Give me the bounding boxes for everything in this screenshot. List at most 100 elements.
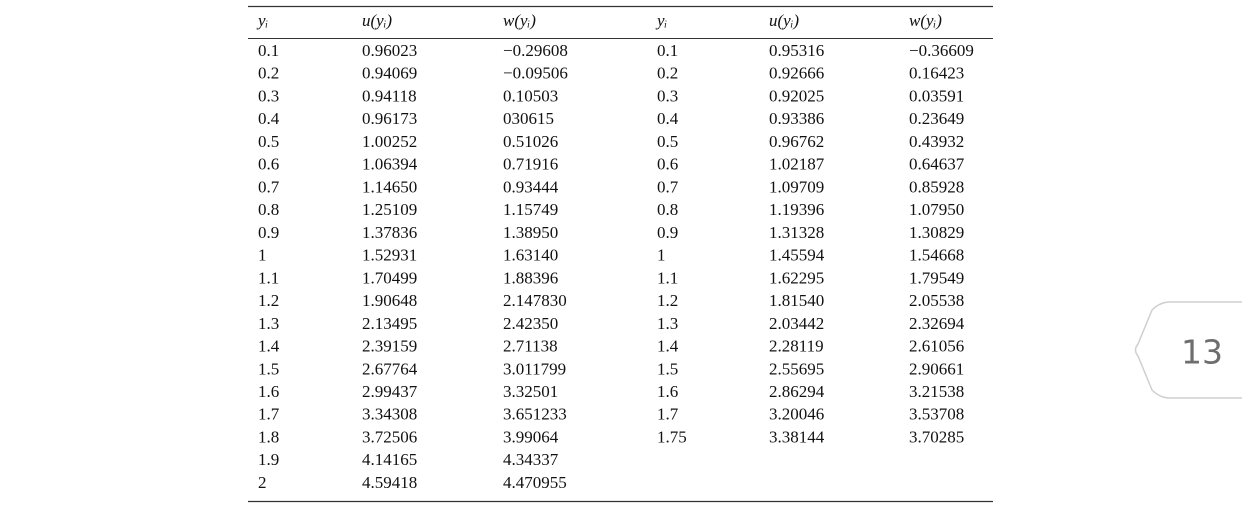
table-cell: 0.94069 (362, 64, 417, 83)
table-cell: 0.23649 (909, 109, 964, 128)
table-cell: 2 (258, 473, 267, 492)
table-cell: 0.7 (258, 177, 280, 196)
table-cell: 1 (657, 246, 666, 265)
table-cell: 3.651233 (503, 405, 567, 424)
table-cell: 1.30829 (909, 223, 964, 242)
column-header: yᵢ (655, 11, 667, 30)
table-cell: 1.7 (657, 405, 679, 424)
table-cell: 0.93386 (769, 109, 824, 128)
table-cell: 3.72506 (362, 427, 417, 446)
table-cell: 1.7 (258, 405, 280, 424)
column-header: u(yᵢ) (362, 11, 392, 30)
table-cell: 0.96173 (362, 109, 417, 128)
table-cell: 1.3 (657, 314, 678, 333)
table-cell: 1.4 (258, 337, 280, 356)
table-cell: 0.8 (657, 200, 678, 219)
table-cell: 1.3 (258, 314, 279, 333)
table-cell: 1.8 (258, 427, 279, 446)
table-cell: 0.4 (258, 109, 280, 128)
table-cell: 2.61056 (909, 337, 964, 356)
table-cell: 1.1 (657, 268, 678, 287)
column-header: w(yᵢ) (503, 11, 536, 30)
table-cell: 0.85928 (909, 177, 964, 196)
table-cell: 0.64637 (909, 155, 965, 174)
table-cell: 1.1 (258, 268, 279, 287)
table-cell: 1.81540 (769, 291, 824, 310)
table-cell: 1.79549 (909, 268, 964, 287)
table-cell: 1.6 (657, 382, 678, 401)
table-cell: 4.59418 (362, 473, 417, 492)
table-cell: 0.3 (258, 86, 279, 105)
table-cell: 0.96762 (769, 132, 824, 151)
table-cell: 2.71138 (503, 337, 558, 356)
table-cell: 2.147830 (503, 291, 567, 310)
table-cell: 1.4 (657, 337, 679, 356)
table-cell: 0.95316 (769, 41, 824, 60)
table-cell: 3.20046 (769, 405, 824, 424)
table-cell: 1.2 (657, 291, 678, 310)
table-cell: 2.28119 (769, 337, 824, 356)
table-cell: 1.15749 (503, 200, 558, 219)
table-cell: 0.71916 (503, 155, 558, 174)
table-cell: 2.67764 (362, 359, 418, 378)
table-cell: 1.38950 (503, 223, 558, 242)
table-cell: 2.99437 (362, 382, 418, 401)
table-cell: 4.34337 (503, 450, 559, 469)
table-cell: 2.32694 (909, 314, 965, 333)
table-cell: 0.2 (258, 64, 279, 83)
table-cell: 1.5 (657, 359, 678, 378)
table-cell: 0.6 (258, 155, 279, 174)
table-cell: 0.9 (657, 223, 678, 242)
table-cell: 3.32501 (503, 382, 558, 401)
table-cell: 1.45594 (769, 246, 825, 265)
table-cell: 0.4 (657, 109, 679, 128)
table-cell: −0.36609 (909, 41, 974, 60)
table-cell: 0.93444 (503, 177, 559, 196)
table-cell: 0.03591 (909, 86, 964, 105)
table-cell: 1.09709 (769, 177, 824, 196)
table-cell: 1.06394 (362, 155, 418, 174)
table-cell: 030615 (503, 109, 554, 128)
table-cell: 0.5 (258, 132, 279, 151)
table-cell: 1.6 (258, 382, 279, 401)
column-header: yᵢ (256, 11, 268, 30)
table-cell: 0.16423 (909, 64, 964, 83)
table-cell: 2.05538 (909, 291, 964, 310)
table-cell: 0.7 (657, 177, 679, 196)
table-cell: 1.2 (258, 291, 279, 310)
table-cell: 1.37836 (362, 223, 417, 242)
table-cell: 3.53708 (909, 405, 964, 424)
table-cell: 4.14165 (362, 450, 417, 469)
table-cell: 2.03442 (769, 314, 824, 333)
table-cell: 2.86294 (769, 382, 825, 401)
table-cell: 3.38144 (769, 427, 825, 446)
table-cell: 3.011799 (503, 359, 566, 378)
table-cell: 2.55695 (769, 359, 824, 378)
table-cell: 2.13495 (362, 314, 417, 333)
page-number: 13 (1181, 333, 1223, 372)
table-cell: 0.92025 (769, 86, 824, 105)
table-cell: 1.70499 (362, 268, 417, 287)
table-cell: 1.62295 (769, 268, 824, 287)
table-cell: 1.52931 (362, 246, 417, 265)
table-cell: 4.470955 (503, 473, 567, 492)
table-cell: 0.43932 (909, 132, 964, 151)
table-cell: 0.8 (258, 200, 279, 219)
table-cell: 1.9 (258, 450, 279, 469)
table-cell: 3.21538 (909, 382, 964, 401)
table-cell: 1 (258, 246, 267, 265)
column-header: w(yᵢ) (909, 11, 942, 30)
table-cell: 2.42350 (503, 314, 558, 333)
table-cell: 0.96023 (362, 41, 417, 60)
table-cell: 2.39159 (362, 337, 417, 356)
table-cell: 1.5 (258, 359, 279, 378)
table-cell: 1.19396 (769, 200, 824, 219)
table-cell: −0.29608 (503, 41, 568, 60)
table-cell: 1.14650 (362, 177, 417, 196)
table-cell: 0.3 (657, 86, 678, 105)
table-cell: 0.94118 (362, 86, 417, 105)
table-cell: 1.00252 (362, 132, 417, 151)
table-cell: 1.25109 (362, 200, 417, 219)
table-cell: 1.02187 (769, 155, 825, 174)
